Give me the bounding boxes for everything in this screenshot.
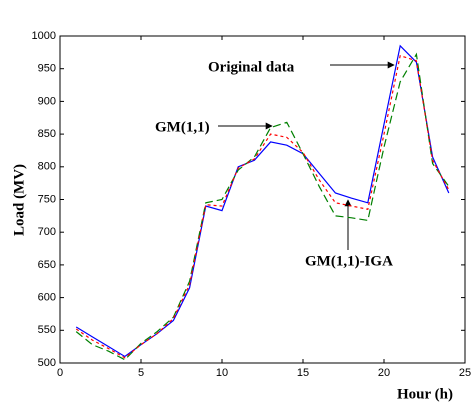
annotation: Original data [208, 59, 295, 75]
x-tick-label: 5 [138, 367, 144, 379]
y-tick-label: 700 [38, 226, 56, 238]
x-tick-label: 25 [459, 367, 471, 379]
series-line [75, 54, 450, 359]
y-tick-label: 550 [38, 324, 56, 336]
y-axis-label: Load (MV) [11, 164, 27, 236]
plot-frame [59, 35, 466, 364]
x-tick-label: 20 [378, 367, 390, 379]
series-line [75, 52, 450, 361]
y-tick-label: 1000 [32, 30, 56, 42]
y-tick-label: 850 [38, 128, 56, 140]
y-tick-label: 650 [38, 259, 56, 271]
x-tick-label: 0 [57, 367, 63, 379]
y-tick-label: 800 [38, 161, 56, 173]
y-tick-label: 600 [38, 292, 56, 304]
y-tick-label: 950 [38, 63, 56, 75]
y-tick-label: 900 [38, 95, 56, 107]
annotation: GM(1,1)-IGA [305, 253, 393, 269]
y-tick-label: 750 [38, 193, 56, 205]
x-axis-label: Hour (h) [397, 386, 453, 402]
x-tick-label: 15 [297, 367, 309, 379]
y-tick-label: 500 [38, 357, 56, 369]
annotation: GM(1,1) [155, 119, 210, 135]
x-tick-label: 10 [216, 367, 228, 379]
